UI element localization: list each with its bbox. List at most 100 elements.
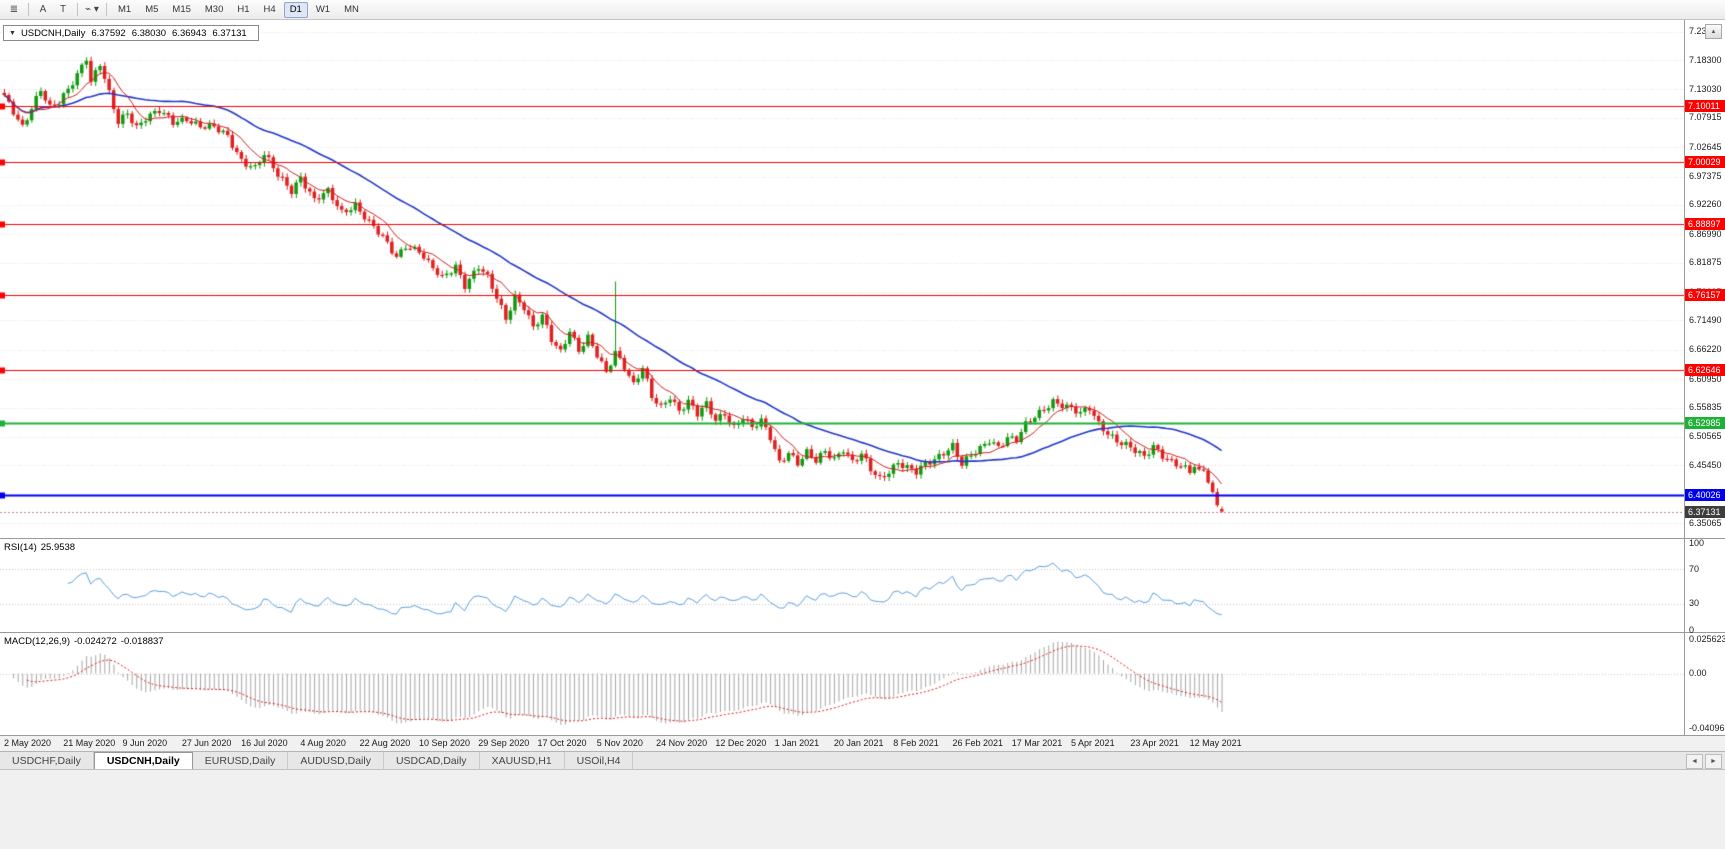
toolbar: ≣ A T ⌁ ▾ M1 M5 M15 M30 H1 H4 D1 W1 MN	[0, 0, 1725, 20]
rsi-chart-canvas[interactable]	[0, 539, 1684, 632]
symbol-ohlc-header[interactable]: ▼ USDCNH,Daily 6.37592 6.38030 6.36943 6…	[3, 25, 259, 41]
tab-scroll-right-button[interactable]: ►	[1705, 754, 1722, 769]
price-axis-tick: 6.97375	[1689, 171, 1722, 182]
chart-windows-icon[interactable]: ≣	[9, 4, 19, 15]
time-axis-label: 17 Oct 2020	[537, 738, 587, 748]
price-axis-tick: 7.02645	[1689, 141, 1722, 152]
toolbar-separator	[28, 3, 29, 16]
price-axis-border	[1684, 20, 1685, 736]
time-axis-label: 22 Aug 2020	[359, 738, 411, 748]
time-axis-label: 9 Jun 2020	[122, 738, 168, 748]
rsi-axis-label: 100	[1689, 537, 1705, 548]
rsi-axis-label: 70	[1689, 563, 1700, 574]
chart-tab-xauusd[interactable]: XAUUSD,H1	[480, 752, 565, 769]
time-axis-label: 5 Nov 2020	[596, 738, 643, 748]
timeframe-button-m15[interactable]: M15	[172, 3, 191, 15]
time-axis-label: 12 Dec 2020	[715, 738, 767, 748]
chart-tab-usdcad[interactable]: USDCAD,Daily	[384, 752, 480, 769]
time-axis-label: 8 Feb 2021	[893, 738, 939, 748]
time-axis-label: 24 Nov 2020	[656, 738, 708, 748]
time-axis-label: 10 Sep 2020	[418, 738, 470, 748]
price-line-badge: 7.10011	[1685, 100, 1725, 113]
macd-value: -0.024272	[74, 636, 117, 647]
time-axis-label: 17 Mar 2021	[1011, 738, 1063, 748]
timeframe-button-h1[interactable]: H1	[237, 3, 250, 15]
time-axis-label: 12 May 2021	[1189, 738, 1242, 748]
price-chart-canvas[interactable]	[0, 20, 1684, 538]
tab-scroll-left-button[interactable]: ◄	[1686, 754, 1703, 769]
time-axis-label: 23 Apr 2021	[1130, 738, 1179, 748]
current-price-badge: 6.37131	[1685, 505, 1725, 518]
rsi-axis-label: 30	[1689, 598, 1700, 609]
time-axis-label: 20 Jan 2021	[833, 738, 884, 748]
chart-tab-usdcnh[interactable]: USDCNH,Daily	[93, 752, 193, 769]
macd-axis-label: 0.00	[1689, 668, 1707, 679]
price-axis-tick: 7.18300	[1689, 54, 1722, 65]
price-axis-tick: 6.35065	[1689, 517, 1722, 528]
price-axis-tick: 6.55835	[1689, 402, 1722, 413]
time-axis-label: 27 Jun 2020	[181, 738, 232, 748]
timeframe-button-h4[interactable]: H4	[263, 3, 276, 15]
rsi-axis-label: 0	[1689, 624, 1695, 635]
ohlc-high: 6.38030	[131, 27, 167, 39]
price-line-badge: 6.62646	[1685, 363, 1725, 376]
time-axis-label: 29 Sep 2020	[478, 738, 530, 748]
timeframe-button-d1[interactable]: D1	[283, 1, 308, 18]
time-axis-label: 2 May 2020	[4, 738, 52, 748]
macd-chart-canvas[interactable]	[0, 633, 1684, 735]
price-axis-tick: 7.13030	[1689, 83, 1722, 94]
text-annotation-icon[interactable]: A	[39, 4, 47, 15]
timeframe-button-m1[interactable]: M1	[118, 3, 132, 15]
ohlc-open: 6.37592	[91, 27, 126, 39]
price-line-badge: 6.76157	[1685, 288, 1725, 301]
toolbar-separator	[106, 3, 107, 16]
rsi-name: RSI(14)	[4, 542, 37, 553]
price-axis-tick: 6.86990	[1689, 228, 1722, 239]
time-axis-label: 26 Feb 2021	[952, 738, 1004, 748]
rsi-value: 25.9538	[40, 542, 76, 553]
symbol-title: USDCNH,Daily	[20, 27, 86, 39]
rsi-indicator-label: RSI(14) 25.9538	[4, 542, 79, 553]
price-line-badge: 6.40026	[1685, 489, 1725, 502]
drawing-tools-icon[interactable]: ⌁ ▾	[85, 4, 99, 15]
chart-tab-audusd[interactable]: AUDUSD,Daily	[288, 752, 384, 769]
price-axis-tick: 6.66220	[1689, 344, 1722, 355]
price-line-badge: 6.88897	[1685, 217, 1725, 230]
price-axis-tick: 6.92260	[1689, 199, 1722, 210]
price-axis-tick: 7.2345	[1689, 26, 1717, 36]
tab-scroll-arrows: ◄ ►	[1686, 754, 1722, 769]
price-line-badge: 7.00029	[1685, 155, 1725, 168]
chart-tab-usdchf[interactable]: USDCHF,Daily	[0, 752, 94, 769]
price-axis-tick: 6.60950	[1689, 373, 1722, 384]
macd-name: MACD(12,26,9)	[4, 636, 70, 647]
collapse-arrow-icon[interactable]: ▼	[9, 29, 16, 37]
text-label-icon[interactable]: T	[59, 4, 67, 15]
time-axis-label: 4 Aug 2020	[300, 738, 346, 748]
timeframe-button-mn[interactable]: MN	[344, 3, 359, 15]
macd-indicator-label: MACD(12,26,9) -0.024272 -0.018837	[4, 636, 168, 647]
timeframe-button-w1[interactable]: W1	[315, 3, 331, 15]
price-axis-tick: 6.81875	[1689, 257, 1722, 268]
status-area	[0, 770, 1725, 849]
price-axis-tick: 6.50565	[1689, 431, 1722, 442]
chart-tab-eurusd[interactable]: EURUSD,Daily	[193, 752, 289, 769]
price-line-badge: 6.52985	[1685, 417, 1725, 430]
price-axis-tick: 6.45450	[1689, 459, 1722, 470]
time-axis-label: 16 Jul 2020	[241, 738, 288, 748]
ohlc-low: 6.36943	[172, 27, 207, 39]
toolbar-separator	[77, 3, 78, 16]
price-axis-tick: 6.71490	[1689, 314, 1722, 325]
time-axis[interactable]: 2 May 2020 21 May 2020 9 Jun 2020 27 Jun 20…	[0, 736, 1725, 752]
timeframe-button-m5[interactable]: M5	[145, 3, 159, 15]
price-axis-tick: 7.07915	[1689, 112, 1722, 123]
chart-scroll-button[interactable]: ▲	[1705, 24, 1722, 39]
time-axis-label: 21 May 2020	[63, 738, 116, 748]
chart-tab-bar: USDCHF,Daily USDCNH,Daily EURUSD,Daily AUDU…	[0, 752, 1725, 770]
macd-axis-label: 0.025623	[1689, 633, 1725, 644]
timeframe-button-m30[interactable]: M30	[204, 3, 224, 15]
ohlc-close: 6.37131	[212, 27, 247, 39]
time-axis-label: 1 Jan 2021	[774, 738, 820, 748]
chart-tab-usoil[interactable]: USOil,H4	[565, 752, 634, 769]
macd-axis-label: -0.040968	[1689, 723, 1725, 734]
